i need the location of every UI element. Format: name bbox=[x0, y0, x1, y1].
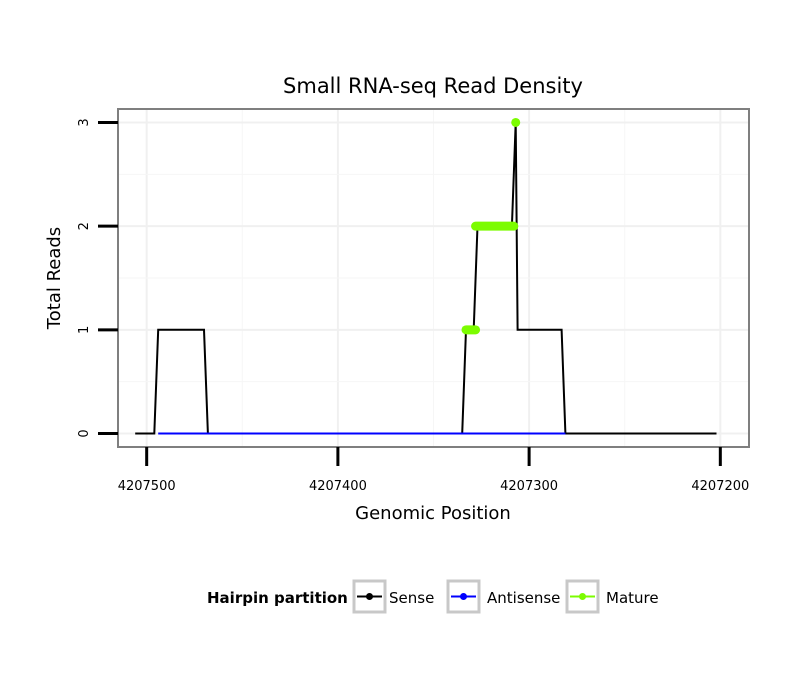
y-axis: 0 1 2 3 bbox=[77, 118, 118, 438]
legend-label-antisense: Antisense bbox=[487, 589, 560, 607]
legend-title: Hairpin partition bbox=[207, 589, 348, 607]
x-axis: 4207500 4207400 4207300 4207200 bbox=[118, 447, 749, 494]
y-tick-label: 3 bbox=[77, 118, 92, 126]
x-axis-title: Genomic Position bbox=[355, 503, 511, 524]
legend-key-point bbox=[366, 593, 373, 600]
chart-title: Small RNA-seq Read Density bbox=[283, 74, 583, 98]
x-tick-label: 4207500 bbox=[118, 479, 176, 494]
mature-point bbox=[511, 117, 521, 127]
x-tick-label: 4207300 bbox=[500, 479, 558, 494]
panel-border bbox=[117, 108, 750, 448]
legend-key-point bbox=[579, 593, 586, 600]
x-tick-label: 4207200 bbox=[691, 479, 749, 494]
legend-key-point bbox=[460, 593, 467, 600]
y-axis-title: Total Reads bbox=[44, 227, 65, 330]
series-layer bbox=[135, 117, 717, 435]
x-tick-label: 4207400 bbox=[309, 479, 367, 494]
legend-label-mature: Mature bbox=[606, 589, 659, 607]
y-tick-label: 1 bbox=[77, 326, 92, 334]
y-tick-label: 2 bbox=[77, 222, 92, 230]
y-tick-label: 0 bbox=[77, 429, 92, 437]
grid-lines bbox=[118, 109, 749, 447]
legend: Hairpin partition Sense Antisense Mature bbox=[207, 579, 659, 614]
legend-label-sense: Sense bbox=[389, 589, 434, 607]
